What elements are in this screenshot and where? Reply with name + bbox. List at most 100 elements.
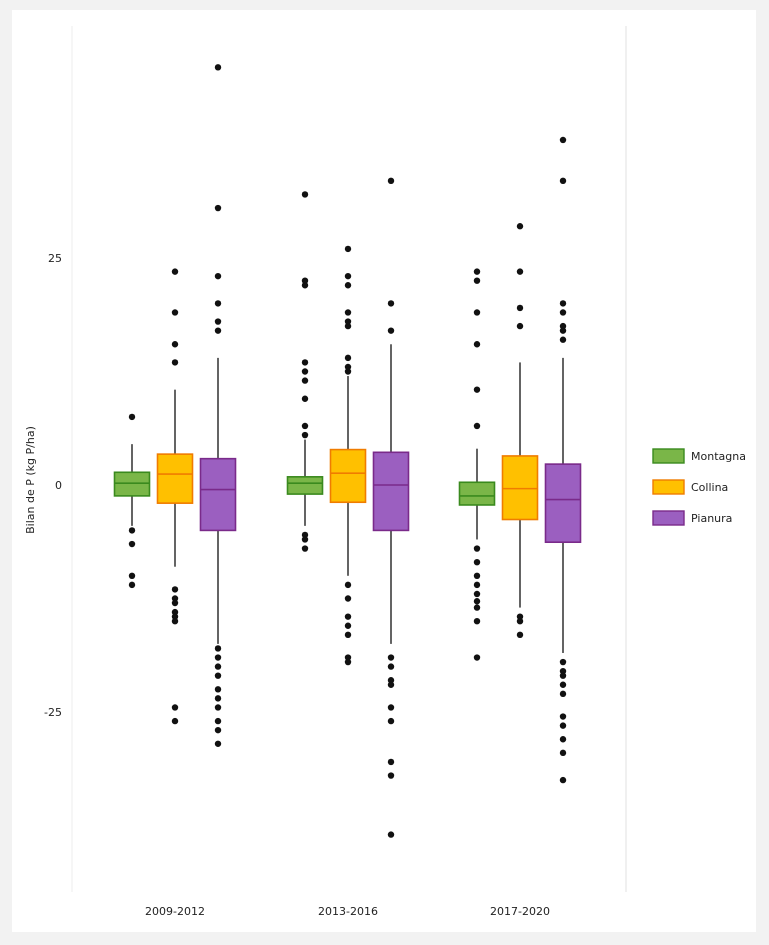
outlier-point bbox=[473, 277, 481, 284]
outlier-point bbox=[387, 663, 395, 670]
outlier-point bbox=[301, 368, 309, 375]
outlier-point bbox=[559, 690, 567, 698]
legend-item-montagna: Montagna bbox=[652, 448, 746, 464]
legend-item-pianura: Pianura bbox=[652, 510, 732, 526]
outlier-point bbox=[171, 599, 179, 607]
outlier-point bbox=[214, 645, 222, 652]
outlier-point bbox=[559, 300, 567, 307]
outlier-point bbox=[128, 413, 136, 421]
outlier-point bbox=[128, 540, 136, 548]
outlier-point bbox=[344, 322, 352, 330]
legend: Montagna Collina Pianura bbox=[652, 448, 746, 526]
y-axis-title: Bilan de P (kg P/ha) bbox=[24, 426, 37, 534]
outlier-point bbox=[171, 595, 179, 602]
outlier-point bbox=[559, 658, 567, 666]
outlier-point bbox=[387, 681, 395, 688]
box-collina-2 bbox=[329, 245, 367, 666]
box-collina-3 bbox=[501, 223, 539, 639]
outlier-point bbox=[387, 300, 395, 307]
iqr-box bbox=[286, 476, 324, 495]
outlier-point bbox=[516, 223, 524, 230]
outlier-point bbox=[387, 772, 395, 779]
outlier-point bbox=[344, 354, 352, 362]
outlier-point bbox=[301, 431, 309, 439]
outlier-point bbox=[301, 359, 309, 366]
outlier-point bbox=[344, 368, 352, 375]
outlier-point bbox=[214, 327, 222, 334]
outlier-point bbox=[559, 749, 567, 757]
outlier-point bbox=[473, 558, 481, 566]
outlier-point bbox=[559, 736, 567, 743]
outlier-point bbox=[559, 722, 567, 729]
outlier-point bbox=[214, 740, 222, 747]
iqr-box bbox=[329, 448, 367, 504]
outlier-point bbox=[214, 204, 222, 212]
outlier-point bbox=[171, 309, 179, 316]
outlier-point bbox=[171, 268, 179, 275]
outlier-point bbox=[344, 595, 352, 602]
x-category-label: 2017-2020 bbox=[490, 905, 550, 918]
legend-label: Collina bbox=[691, 481, 728, 494]
outlier-point bbox=[344, 622, 352, 629]
outlier-point bbox=[387, 327, 395, 334]
legend-label: Montagna bbox=[691, 450, 746, 463]
outlier-point bbox=[214, 695, 222, 702]
outlier-point bbox=[344, 654, 352, 661]
y-tick-label: 0 bbox=[55, 479, 62, 492]
x-category-label: 2013-2016 bbox=[318, 905, 378, 918]
box-pianura-3 bbox=[544, 136, 582, 784]
outlier-point bbox=[301, 282, 309, 289]
box-montagna-2 bbox=[286, 191, 324, 552]
outlier-point bbox=[559, 667, 567, 675]
outlier-point bbox=[214, 663, 222, 670]
outlier-point bbox=[559, 322, 567, 330]
outlier-point bbox=[559, 177, 567, 185]
outlier-point bbox=[214, 686, 222, 693]
legend-swatch bbox=[652, 479, 685, 495]
outlier-point bbox=[214, 704, 222, 711]
outlier-point bbox=[387, 177, 395, 185]
outlier-point bbox=[473, 598, 481, 605]
box-pianura-1 bbox=[199, 64, 237, 747]
iqr-box bbox=[544, 463, 582, 544]
outlier-point bbox=[387, 654, 395, 661]
iqr-box bbox=[156, 453, 194, 504]
iqr-box bbox=[113, 471, 151, 497]
outlier-point bbox=[344, 318, 352, 325]
outlier-point bbox=[301, 422, 309, 430]
outlier-point bbox=[344, 245, 352, 253]
outlier-point bbox=[473, 422, 481, 430]
outlier-point bbox=[171, 341, 179, 348]
outlier-point bbox=[171, 586, 179, 593]
outlier-point bbox=[171, 608, 179, 616]
outlier-point bbox=[516, 631, 524, 639]
outlier-point bbox=[473, 572, 481, 579]
outlier-point bbox=[473, 618, 481, 625]
outlier-point bbox=[301, 395, 309, 402]
outlier-point bbox=[473, 581, 481, 589]
outlier-point bbox=[559, 713, 567, 720]
outlier-point bbox=[473, 590, 481, 598]
outlier-point bbox=[559, 681, 567, 688]
outlier-point bbox=[516, 618, 524, 625]
outlier-point bbox=[559, 776, 567, 784]
legend-swatch bbox=[652, 510, 685, 526]
outlier-point bbox=[344, 581, 352, 589]
x-category-label: 2009-2012 bbox=[145, 905, 205, 918]
iqr-box bbox=[501, 455, 539, 521]
outlier-point bbox=[344, 613, 352, 620]
outlier-point bbox=[387, 677, 395, 684]
outlier-point bbox=[344, 282, 352, 289]
outlier-point bbox=[128, 572, 136, 579]
outlier-point bbox=[301, 545, 309, 552]
outlier-point bbox=[214, 654, 222, 661]
y-tick-label: 25 bbox=[48, 252, 62, 265]
outlier-point bbox=[214, 672, 222, 679]
y-tick-label: -25 bbox=[44, 706, 62, 719]
outlier-point bbox=[344, 658, 352, 666]
outlier-point bbox=[473, 604, 481, 611]
outlier-point bbox=[301, 531, 309, 539]
outlier-point bbox=[171, 717, 179, 725]
outlier-point bbox=[473, 268, 481, 275]
outlier-point bbox=[344, 631, 352, 639]
